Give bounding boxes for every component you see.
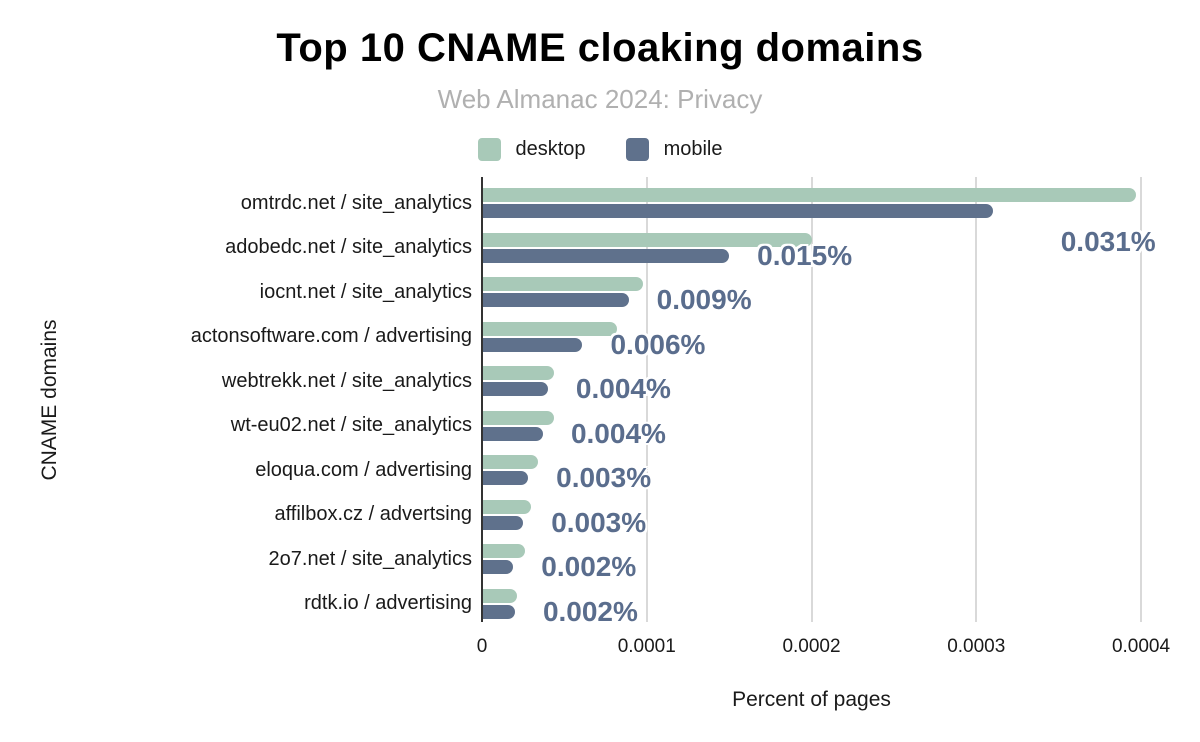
category-label: actonsoftware.com / advertising [190,325,472,348]
x-tick-label: 0.0003 [947,636,1006,657]
bar-row: 0.004% [482,355,1141,404]
legend-label-desktop: desktop [515,138,586,160]
category-label: adobedc.net / site_analytics [225,236,472,259]
chart-title: Top 10 CNAME cloaking domains [276,26,924,70]
x-tick-label: 0.0001 [617,636,676,657]
legend-item-desktop: desktop [477,138,586,161]
category-label: eloqua.com / advertising [255,458,472,481]
legend: desktop mobile [0,138,1200,161]
mobile-bar [482,515,524,530]
mobile-swatch-icon [625,138,649,161]
desktop-bar [482,366,555,380]
chart-subtitle: Web Almanac 2024: Privacy [437,84,763,114]
data-label: 0.002% [542,595,638,627]
category-label: iocnt.net / site_analytics [259,280,472,303]
gridline [1140,177,1142,622]
mobile-bar [482,560,514,574]
bar-row: 0.006% [482,311,1141,360]
plot-area: 0.031% 0.015% 0.009% 0.006% 0.004% 0.004% 0.00… [481,177,1156,627]
data-label: 0.003% [556,462,652,493]
data-label: 0.002% [541,551,637,582]
data-label: 0.031% [1060,226,1156,257]
bar-row: 0.009% [482,266,1141,315]
category-label: 2o7.net / site_analytics [268,547,472,570]
bar-row: 0.003% [482,489,1141,538]
category-label: wt-eu02.net / site_analytics [230,414,472,437]
desktop-bar [482,188,1137,202]
legend-label-mobile: mobile [663,138,723,160]
category-label: omtrdc.net / site_analytics [240,191,472,214]
bar-row: 0.003% [482,444,1141,493]
desktop-bar [482,588,517,603]
mobile-bar [482,204,993,218]
category-label: rdtk.io / advertising [304,592,472,615]
mobile-bar [482,248,730,263]
gridline [975,177,978,622]
category-axis-labels: omtrdc.net / site_analytics adobedc.net /… [110,181,472,626]
y-axis-line [481,177,483,622]
y-axis-title: CNAME domains [38,319,61,481]
category-label: affilbox.cz / advertsing [274,503,472,526]
bar-row: 0.031% [482,177,1156,257]
gridline [645,177,648,622]
bar-row: 0.002% [482,533,1141,582]
desktop-bar [482,544,525,558]
mobile-bar [482,604,515,619]
legend-item-mobile: mobile [625,138,723,161]
mobile-bar [482,471,529,485]
desktop-bar [482,321,618,336]
category-label: webtrekk.net / site_analytics [221,369,472,392]
desktop-bar [482,277,644,291]
data-label: 0.015% [757,239,853,271]
data-label: 0.003% [551,506,647,538]
x-axis-ticks: 0 0.0001 0.0002 0.0003 0.0004 [477,636,1170,660]
x-tick-label: 0.0004 [1111,636,1171,657]
x-tick-label: 0 [476,636,488,657]
mobile-bar [482,426,543,441]
gridline [810,177,813,622]
data-label: 0.004% [575,373,671,404]
x-tick-label: 0.0002 [782,636,841,657]
desktop-swatch-icon [477,138,501,161]
data-label: 0.006% [610,328,706,360]
desktop-bar [482,499,532,514]
bar-row: 0.015% [482,222,1141,271]
bar-row: 0.002% [482,578,1141,627]
desktop-bar [482,455,538,469]
mobile-bar [482,337,583,352]
mobile-bar [482,293,629,307]
data-label: 0.009% [656,284,752,315]
desktop-bar [482,410,555,425]
bar-row: 0.004% [482,400,1141,449]
x-axis-title: Percent of pages [732,688,891,711]
desktop-bar [482,232,812,247]
mobile-bar [482,382,548,396]
data-label: 0.004% [570,417,666,449]
